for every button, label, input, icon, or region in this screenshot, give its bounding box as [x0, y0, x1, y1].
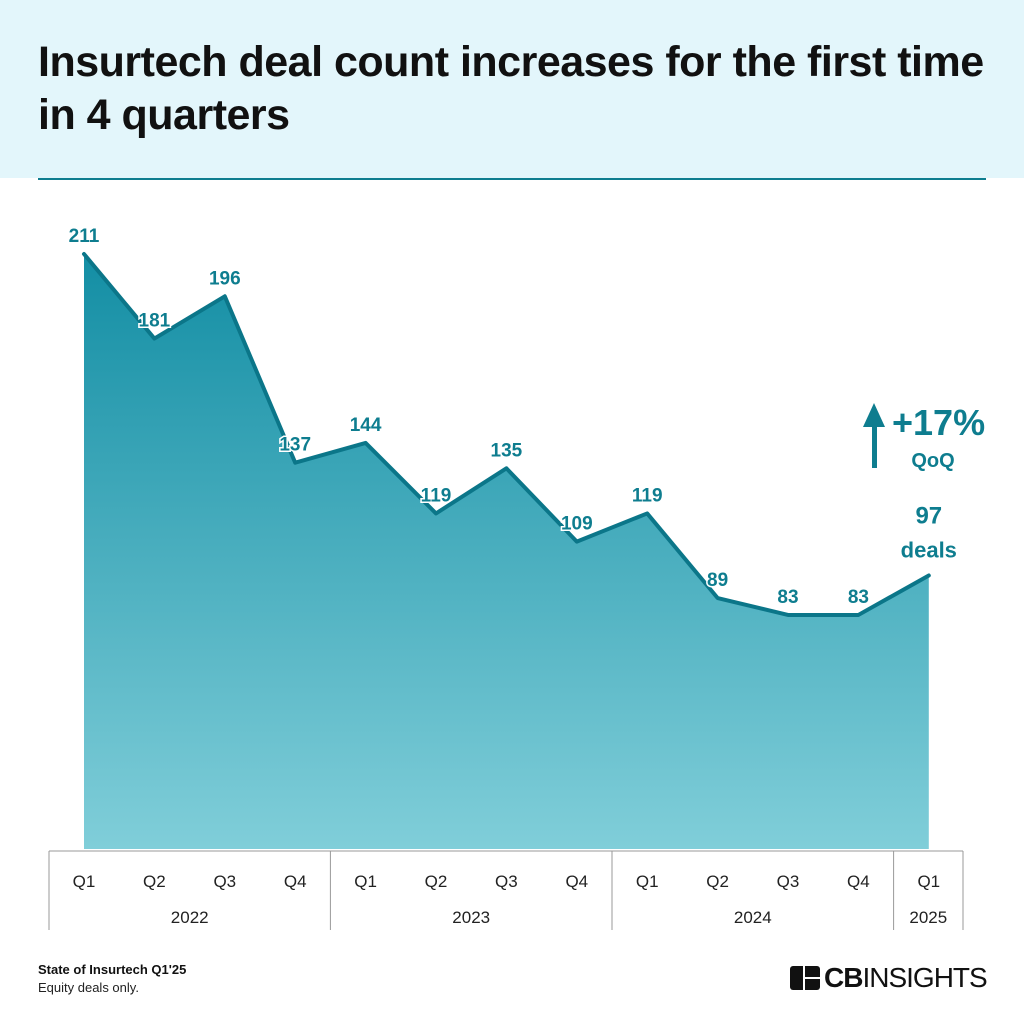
data-label: 119: [632, 485, 663, 506]
x-tick-label: Q1: [354, 872, 377, 891]
logo-mark-icon: [790, 966, 820, 990]
year-label: 2022: [171, 908, 209, 927]
data-label: 135: [491, 440, 523, 461]
data-label: 137: [279, 435, 311, 456]
qoq-change-value: +17%: [892, 402, 985, 443]
data-label: 83: [848, 587, 869, 608]
x-tick-label: Q3: [777, 872, 800, 891]
data-label-suffix: deals: [901, 537, 957, 562]
data-label: 181: [139, 311, 171, 332]
data-label: 119: [421, 485, 452, 506]
title-divider: [38, 178, 986, 180]
logo-text-bold: CB: [824, 962, 863, 993]
data-label: 144: [350, 415, 382, 436]
data-label: 97: [915, 502, 942, 529]
data-label: 109: [561, 514, 593, 535]
source-note: State of Insurtech Q1'25: [38, 962, 187, 977]
cb-insights-logo: CB INSIGHTS: [790, 962, 988, 994]
x-tick-label: Q3: [495, 872, 518, 891]
area-fill: [84, 253, 929, 850]
x-tick-label: Q4: [847, 872, 870, 891]
x-tick-label: Q1: [917, 872, 940, 891]
data-label: 196: [209, 268, 241, 289]
qoq-label: QoQ: [911, 450, 954, 472]
data-label: 211: [69, 226, 100, 247]
x-tick-label: Q2: [143, 872, 166, 891]
footnote: Equity deals only.: [38, 980, 139, 995]
year-label: 2025: [909, 908, 947, 927]
chart-title: Insurtech deal count increases for the f…: [38, 38, 984, 139]
year-label: 2024: [734, 908, 772, 927]
x-tick-label: Q3: [213, 872, 236, 891]
arrow-up-icon: [863, 403, 885, 468]
x-tick-label: Q4: [284, 872, 307, 891]
x-tick-label: Q1: [73, 872, 96, 891]
x-tick-label: Q2: [706, 872, 729, 891]
data-label: 83: [777, 587, 798, 608]
header-band: [0, 0, 1024, 178]
logo-text-light: INSIGHTS: [862, 962, 987, 993]
series-line: [82, 251, 931, 617]
x-tick-label: Q2: [425, 872, 448, 891]
x-tick-label: Q1: [636, 872, 659, 891]
year-label: 2023: [452, 908, 490, 927]
x-tick-label: Q4: [565, 872, 588, 891]
data-label: 89: [707, 570, 728, 591]
